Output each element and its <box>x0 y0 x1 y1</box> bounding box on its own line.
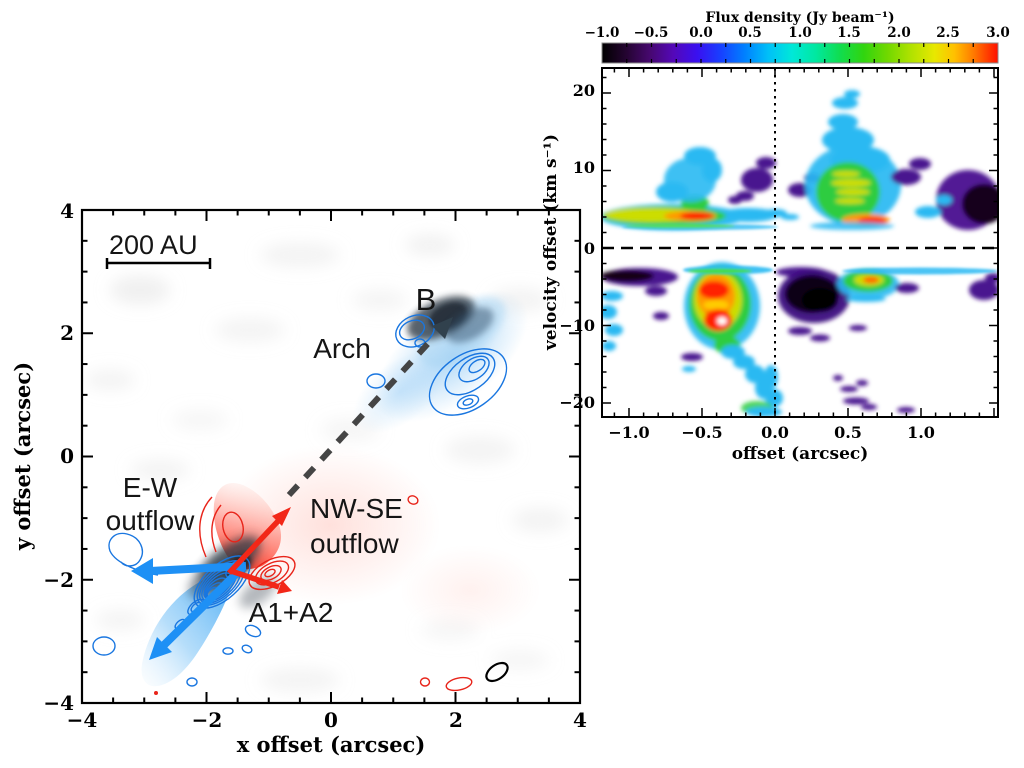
colorbar-tick-label: 2.5 <box>936 25 960 41</box>
pv-x-tick-label: 1.0 <box>907 423 935 442</box>
colorbar-tick-label: 1.5 <box>837 25 861 41</box>
map-x-tick-label: −4 <box>67 708 98 732</box>
pv-y-tick-label: 0 <box>584 239 595 258</box>
colorbar-ticks-bottom <box>626 59 974 63</box>
label-nwse-outflow-2: outflow <box>310 528 399 559</box>
colorbar-tick-label: 0.0 <box>689 25 713 41</box>
colorbar-tick-label: −1.0 <box>585 25 620 41</box>
colorbar-tick-label: 1.0 <box>788 25 812 41</box>
colorbar-title: Flux density (Jy beam⁻¹) <box>705 10 894 26</box>
label-nwse-outflow-1: NW-SE <box>310 493 403 524</box>
label-ew-outflow-2: outflow <box>106 505 195 536</box>
red-dot <box>154 691 158 695</box>
map-y-tick-label: −4 <box>43 691 74 715</box>
label-b: B <box>416 282 437 317</box>
map-y-axis-ticks-left <box>82 209 93 704</box>
pv-y-tick-label: −10 <box>559 316 595 335</box>
pv-x-tick-label: −1.0 <box>608 423 649 442</box>
colorbar-tick-label: 3.0 <box>986 25 1010 41</box>
pv-y-tick-label: 20 <box>573 81 595 100</box>
scale-bar-label: 200 AU <box>109 230 198 260</box>
colorbar-tick-label: −0.5 <box>634 25 669 41</box>
map-x-tick-label: −2 <box>192 708 223 732</box>
pv-background <box>602 68 998 417</box>
map-y-tick-label: 4 <box>60 199 74 223</box>
scattered-contours <box>92 532 509 695</box>
map-x-axis-ticks-top <box>81 210 581 221</box>
scale-bar: 200 AU <box>105 230 212 269</box>
map-x-tick-label: 2 <box>449 708 463 732</box>
map-x-tick-label: 0 <box>324 708 338 732</box>
map-y-tick-label: 2 <box>60 321 74 345</box>
pv-y-tick-label: −20 <box>559 393 595 412</box>
pv-x-axis-label: offset (arcsec) <box>732 444 869 464</box>
blue-loop-contour <box>108 532 159 576</box>
map-y-tick-label: 0 <box>60 444 74 468</box>
map-y-tick-label: −2 <box>43 568 74 592</box>
pv-x-ticks-bottom <box>613 408 995 417</box>
label-a1a2: A1+A2 <box>249 597 334 628</box>
map-x-axis-label: x offset (arcsec) <box>237 732 426 757</box>
pv-diagram-panel: Flux density (Jy beam⁻¹) −1.0 −0.5 0.0 0… <box>541 10 1010 464</box>
pv-x-ticks-top <box>613 68 995 77</box>
label-arch: Arch <box>313 333 371 364</box>
background-noise <box>85 235 568 692</box>
blue-contours-arch-b <box>366 314 508 416</box>
colorbar-ticks-top <box>626 43 974 47</box>
pv-y-tick-label: 10 <box>573 158 595 177</box>
pv-x-tick-label: 0.0 <box>761 423 789 442</box>
pv-frame <box>601 67 999 418</box>
blue-outflow-arrows <box>131 558 247 660</box>
map-x-tick-label: 4 <box>573 708 587 732</box>
pv-y-axis-label: velocity offset (km s⁻¹) <box>541 134 561 351</box>
left-map-panel: 4 2 0 −2 −4 −4 −2 0 2 4 x offset (arcsec… <box>10 199 587 757</box>
red-outflow-halo-2 <box>400 545 540 635</box>
map-x-axis-ticks-bottom <box>81 692 581 703</box>
pv-x-tick-label: 0.5 <box>834 423 862 442</box>
pv-x-tick-label: −0.5 <box>681 423 722 442</box>
red-outflow-arrows <box>227 507 292 594</box>
map-y-axis-label: y offset (arcsec) <box>10 362 35 551</box>
colorbar-tick-label: 2.0 <box>887 25 911 41</box>
dashed-arrow-a-to-b <box>286 317 453 498</box>
label-ew-outflow-1: E-W <box>123 472 178 503</box>
beam-ellipse <box>485 661 509 683</box>
pv-y-ticks-left <box>602 76 611 404</box>
pv-y-ticks-right <box>989 76 998 404</box>
colorbar-tick-label: 0.5 <box>738 25 762 41</box>
pv-emission <box>602 90 998 417</box>
map-y-axis-ticks-right <box>569 209 580 704</box>
